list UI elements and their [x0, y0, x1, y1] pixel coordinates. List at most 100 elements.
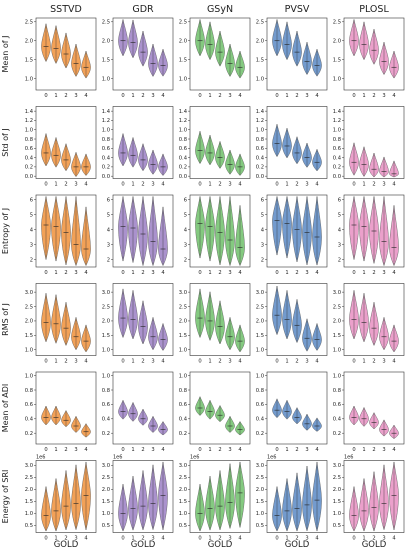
x-tick-label: 1 [54, 182, 57, 188]
y-tick-label: 0.2 [102, 165, 110, 171]
row-label: Entropy of J [1, 208, 10, 254]
x-tick-label: 0 [198, 536, 201, 542]
x-tick-label: 0 [352, 93, 355, 99]
x-tick-label: 3 [305, 270, 308, 276]
y-tick-label: 4 [107, 227, 111, 233]
x-tick-label: 1 [208, 447, 211, 453]
y-tick-label: 2.0 [102, 487, 110, 493]
y-tick-label: 0.8 [179, 137, 187, 143]
x-tick-label: 0 [121, 270, 124, 276]
x-tick-label: 4 [392, 536, 396, 542]
y-tick-label: 3 [261, 242, 264, 248]
x-tick-label: 4 [238, 182, 242, 188]
x-tick-label: 3 [151, 93, 154, 99]
x-tick-label: 4 [84, 182, 88, 188]
y-tick-label: 1.0 [179, 128, 187, 134]
x-axis-label-plosl: GOLD [362, 540, 387, 550]
x-tick-label: 0 [198, 93, 201, 99]
column-title-pvsv: PVSV [285, 4, 310, 15]
y-tick-label: 1.0 [25, 128, 33, 134]
y-tick-label: 0.6 [256, 146, 264, 152]
y-tick-label: 2.5 [256, 304, 264, 310]
x-tick-label: 3 [228, 93, 231, 99]
subplot-pvsv-row-0 [265, 17, 328, 91]
subplot-gsyn-row-5 [188, 460, 251, 533]
plot-frame [343, 283, 405, 356]
plot-frame [266, 17, 328, 91]
y-tick-label: 1.0 [256, 128, 264, 134]
y-tick-label: 0.8 [333, 137, 341, 143]
y-tick-label: 0.6 [25, 402, 33, 408]
y-tick-label: 0.4 [102, 155, 111, 161]
y-tick-label: 3.0 [333, 290, 341, 296]
x-tick-label: 1 [285, 270, 288, 276]
x-tick-label: 1 [131, 93, 134, 99]
x-tick-label: 1 [285, 93, 288, 99]
plot-frame [35, 371, 97, 445]
scale-label: 1e6 [344, 455, 353, 461]
y-tick-label: 2.5 [256, 20, 264, 26]
y-tick-label: 0.6 [25, 146, 33, 152]
x-tick-label: 3 [74, 93, 77, 99]
subplot-pvsv-row-1 [265, 106, 328, 179]
y-tick-label: 2.5 [25, 304, 33, 310]
x-tick-label: 1 [54, 270, 57, 276]
x-tick-label: 4 [315, 536, 319, 542]
x-tick-label: 3 [305, 93, 308, 99]
x-tick-label: 4 [161, 536, 165, 542]
x-axis-label-pvsv: GOLD [285, 540, 310, 550]
y-tick-label: 5 [107, 212, 110, 218]
plot-frame [343, 17, 405, 91]
x-tick-label: 1 [131, 270, 134, 276]
y-tick-label: 1.5 [333, 499, 341, 505]
subplot-plosl-row-3 [342, 283, 405, 356]
x-tick-label: 4 [161, 93, 165, 99]
subplot-gdr-row-2 [111, 194, 174, 268]
plot-frame [112, 194, 174, 268]
y-tick-label: 3.0 [25, 290, 33, 296]
y-tick-label: 1.0 [256, 76, 264, 82]
y-tick-label: 0.8 [102, 137, 110, 143]
x-tick-label: 1 [54, 447, 57, 453]
x-tick-label: 0 [121, 182, 124, 188]
x-tick-label: 0 [352, 447, 355, 453]
x-tick-label: 0 [121, 93, 124, 99]
x-tick-label: 0 [44, 536, 47, 542]
x-tick-label: 1 [54, 93, 57, 99]
y-tick-label: 2.0 [333, 487, 341, 493]
x-tick-label: 2 [218, 93, 221, 99]
y-tick-label: 0.8 [256, 137, 264, 143]
y-tick-label: 1.5 [179, 499, 187, 505]
x-tick-label: 4 [315, 182, 319, 188]
x-tick-label: 1 [208, 182, 211, 188]
y-tick-label: 2.0 [25, 39, 33, 45]
x-tick-label: 4 [161, 182, 165, 188]
y-tick-label: 3.0 [256, 290, 264, 296]
subplot-sstvd-row-5 [34, 460, 97, 533]
x-tick-label: 1 [362, 359, 365, 365]
plot-frame [343, 194, 405, 268]
y-tick-label: 0.8 [333, 388, 341, 394]
y-tick-label: 5 [184, 212, 187, 218]
subplot-plosl-row-1 [342, 106, 405, 179]
x-axis-label-gsyn: GOLD [208, 540, 233, 550]
y-tick-label: 3.0 [256, 463, 264, 469]
y-tick-label: 1.4 [256, 109, 265, 115]
plot-frame [266, 460, 328, 533]
subplot-gdr-row-3 [111, 283, 174, 356]
y-tick-label: 1.0 [333, 373, 341, 379]
y-tick-label: 0.6 [102, 402, 110, 408]
y-tick-label: 1.4 [333, 109, 342, 115]
x-tick-label: 1 [208, 270, 211, 276]
x-tick-label: 1 [362, 93, 365, 99]
x-tick-label: 4 [238, 536, 242, 542]
x-tick-label: 1 [131, 447, 134, 453]
x-tick-label: 0 [275, 359, 278, 365]
row-label: Mean of ADI [1, 384, 10, 433]
y-tick-label: 0.4 [102, 417, 111, 423]
y-tick-label: 2.0 [179, 319, 187, 325]
x-tick-label: 3 [74, 270, 77, 276]
y-tick-label: 2.5 [256, 475, 264, 481]
y-tick-label: 2 [261, 257, 264, 263]
